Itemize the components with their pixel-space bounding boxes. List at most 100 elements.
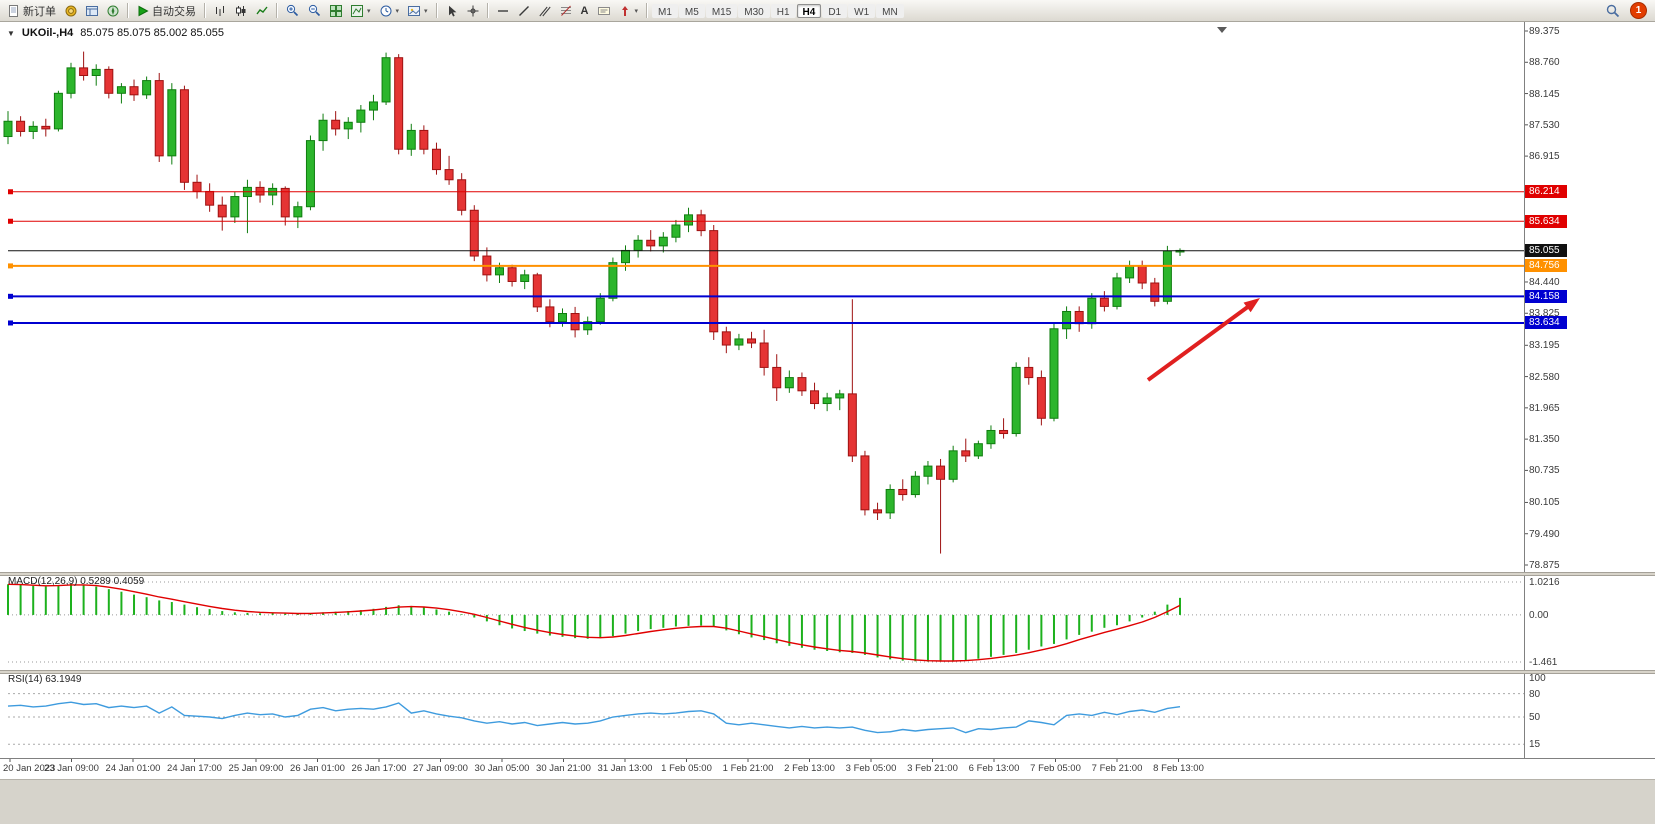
candle — [406, 129, 416, 150]
templates-button[interactable]: ▾ — [404, 2, 432, 20]
zoom-in-icon — [286, 4, 299, 17]
candle — [318, 119, 328, 142]
bar-chart-icon — [216, 5, 224, 16]
candle — [822, 397, 832, 405]
chart-shift-marker[interactable] — [1217, 27, 1227, 33]
candle — [583, 321, 593, 331]
cursor-tool-button[interactable] — [442, 2, 462, 20]
hline-anchor-handle[interactable] — [8, 263, 13, 269]
expander-triangle-icon[interactable]: ▼ — [7, 28, 15, 38]
candle — [772, 366, 782, 389]
rsi-line — [7, 701, 1181, 734]
trendline-tool-button[interactable] — [514, 2, 534, 20]
navigator-icon — [107, 5, 119, 16]
candle — [608, 262, 618, 299]
new-order-label: 新订单 — [23, 5, 56, 18]
navigator-button[interactable] — [103, 2, 123, 20]
candle — [520, 274, 530, 282]
tf-button-MN[interactable]: MN — [876, 3, 904, 18]
candle — [457, 179, 467, 211]
autotrading-button[interactable]: 自动交易 — [133, 2, 200, 20]
candle — [986, 429, 996, 445]
trend-arrow-head[interactable] — [1243, 298, 1260, 313]
search-button[interactable] — [1602, 2, 1624, 20]
period-button[interactable]: ▾ — [376, 2, 404, 20]
toolbar-separator — [204, 3, 206, 18]
candle — [331, 119, 341, 130]
candle — [973, 443, 983, 457]
candle — [167, 89, 177, 157]
arrows-tool-button[interactable]: ▾ — [615, 2, 643, 20]
tile-windows-icon — [330, 4, 342, 17]
hline-anchor-handle[interactable] — [8, 320, 13, 326]
panel-splitter[interactable] — [0, 670, 1655, 674]
tf-button-D1[interactable]: D1 — [822, 3, 848, 18]
hline-anchor-handle[interactable] — [8, 189, 13, 195]
candle — [343, 121, 353, 130]
tf-button-H4[interactable]: H4 — [796, 3, 822, 18]
candle — [142, 80, 152, 96]
candle — [356, 109, 366, 123]
trend-arrow[interactable] — [1146, 304, 1250, 382]
macd-signal-line — [7, 583, 1181, 662]
candle — [646, 239, 656, 247]
candle — [116, 86, 126, 94]
candle — [595, 297, 605, 323]
indicators-button[interactable]: ▾ — [347, 2, 375, 20]
dropdown-caret-icon: ▾ — [395, 7, 400, 15]
tf-button-M15[interactable]: M15 — [705, 3, 738, 18]
horizontal-line-icon — [497, 9, 508, 12]
candle — [847, 393, 857, 457]
symbol-period-label: UKOil-,H4 — [21, 27, 74, 39]
horizontal-line-tool-button[interactable] — [493, 2, 513, 20]
autotrading-play-icon — [138, 5, 149, 16]
panel-splitter[interactable] — [0, 572, 1655, 576]
candle — [784, 377, 794, 389]
candle — [898, 488, 908, 496]
notification-badge[interactable]: 1 — [1630, 2, 1647, 19]
line-chart-button[interactable] — [252, 2, 272, 20]
toolbar-separator — [276, 3, 278, 18]
data-window-button[interactable] — [82, 2, 102, 20]
candle — [873, 509, 883, 514]
candlestick-chart-button[interactable] — [231, 2, 251, 20]
tf-button-M1[interactable]: M1 — [652, 3, 678, 18]
tile-windows-button[interactable] — [326, 2, 346, 20]
candle — [797, 377, 807, 392]
candle — [658, 236, 668, 247]
market-watch-button[interactable] — [61, 2, 81, 20]
candle — [910, 475, 920, 496]
candle — [91, 68, 101, 76]
zoom-in-button[interactable] — [282, 2, 303, 20]
candle — [129, 86, 139, 96]
text-tool-button[interactable]: A — [577, 2, 593, 20]
channel-tool-button[interactable] — [535, 2, 555, 20]
toolbar-separator — [127, 3, 129, 18]
indicators-icon — [351, 4, 363, 17]
tf-button-M5[interactable]: M5 — [678, 3, 705, 18]
tf-button-W1[interactable]: W1 — [848, 3, 876, 18]
crosshair-tool-button[interactable] — [463, 2, 483, 20]
candle — [1062, 310, 1072, 330]
tf-button-M30[interactable]: M30 — [738, 3, 770, 18]
zoom-out-button[interactable] — [304, 2, 325, 20]
toolbar-separator — [486, 3, 489, 18]
line-chart-icon — [256, 6, 268, 14]
label-tool-button[interactable] — [594, 2, 614, 20]
hline-anchor-handle[interactable] — [8, 218, 13, 224]
bar-chart-button[interactable] — [210, 2, 230, 20]
candle — [1150, 282, 1160, 302]
hline-anchor-handle[interactable] — [8, 293, 13, 299]
bottom-status-strip — [0, 779, 1655, 824]
new-order-button[interactable]: 新订单 — [4, 2, 60, 20]
rsi-indicator-label: RSI(14) 63.1949 — [8, 674, 82, 685]
candle — [79, 67, 89, 77]
crosshair-icon — [467, 5, 479, 16]
fibonacci-tool-button[interactable] — [556, 2, 576, 20]
clock-icon — [380, 5, 392, 16]
candle — [734, 338, 744, 346]
tf-button-H1[interactable]: H1 — [770, 3, 796, 18]
candle — [507, 267, 517, 282]
